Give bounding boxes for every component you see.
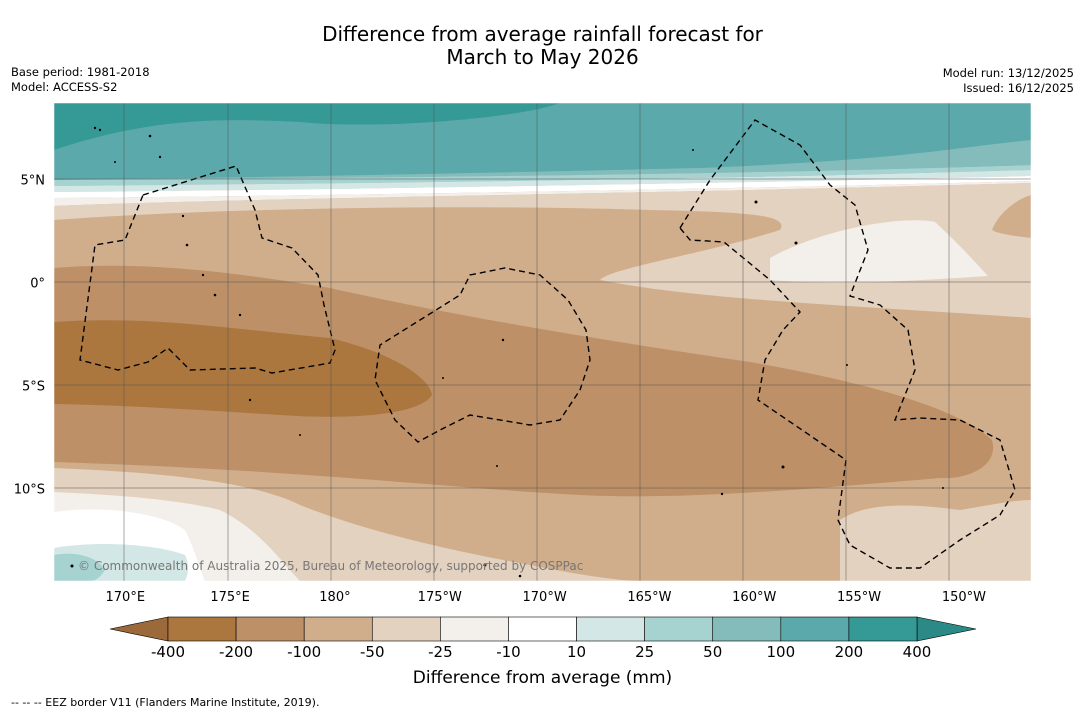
island xyxy=(299,434,301,436)
eez-phoenix xyxy=(374,267,591,443)
lon-tick-label: 170°W xyxy=(522,590,567,605)
band-teal-10 xyxy=(54,170,1031,192)
island xyxy=(98,128,102,132)
island xyxy=(114,161,116,163)
band-south-teal-25 xyxy=(54,553,105,581)
colorbar-tick-label: 25 xyxy=(635,643,655,661)
colorbar-tick-label: -200 xyxy=(219,643,254,661)
lon-tick-label: 150°W xyxy=(941,590,986,605)
island xyxy=(70,564,74,568)
lon-tick-label: 175°W xyxy=(417,590,462,605)
island xyxy=(442,377,444,379)
colorbar-segment xyxy=(235,616,305,642)
colorbar-tick-label: 100 xyxy=(766,643,796,661)
island xyxy=(754,200,758,204)
colorbar-segment xyxy=(303,616,373,642)
lat-tick-label: 5°S xyxy=(21,379,45,395)
colorbar-extend-high xyxy=(916,616,977,642)
title-line-2: March to May 2026 xyxy=(446,45,639,69)
colorbar-tick-label: -100 xyxy=(287,643,322,661)
colorbar-tick-label: -10 xyxy=(496,643,521,661)
band-light-50 xyxy=(54,183,1031,318)
island xyxy=(148,134,152,138)
map-frame xyxy=(53,102,1032,582)
issued-date: Issued: 16/12/2025 xyxy=(963,81,1074,95)
island xyxy=(201,273,205,277)
band-brown-200 xyxy=(54,265,994,497)
base-period: Base period: 1981-2018 xyxy=(11,65,150,79)
title-line-1: Difference from average rainfall forecas… xyxy=(322,22,763,46)
colorbar-tick-label: 10 xyxy=(566,643,587,661)
island xyxy=(496,465,498,467)
lat-tick-label: 5°N xyxy=(20,173,46,189)
island xyxy=(181,214,185,218)
band-white xyxy=(54,176,1031,198)
meta-right: Model run: 13/12/2025 Issued: 16/12/2025 xyxy=(943,66,1074,96)
lon-tick-label: 170°E xyxy=(105,590,146,605)
map-field xyxy=(54,103,1031,581)
island xyxy=(720,492,724,496)
lon-tick-label: 155°W xyxy=(836,590,882,605)
graticule xyxy=(54,103,1031,581)
colorbar-segment xyxy=(712,616,782,642)
band-teal-25 xyxy=(54,165,1031,186)
island xyxy=(518,574,522,578)
lat-tick-label: 0° xyxy=(30,276,45,292)
patch-east-100 xyxy=(992,195,1031,238)
band-teal-200 xyxy=(54,103,560,150)
colorbar-segment xyxy=(508,616,577,642)
colorbar xyxy=(109,616,977,642)
colorbar-segment xyxy=(167,616,237,642)
lon-tick-label: 160°W xyxy=(732,590,777,605)
island xyxy=(692,149,694,151)
colorbar-title: Difference from average (mm) xyxy=(412,668,673,688)
colorbar-tick-label: -400 xyxy=(150,643,186,661)
island xyxy=(213,293,217,297)
island xyxy=(238,313,242,317)
colorbar-tick-label: 50 xyxy=(703,643,723,661)
lon-tick-label: 175°E xyxy=(210,590,250,605)
island xyxy=(794,241,798,245)
island xyxy=(501,338,505,342)
colorbar-tick-label: -50 xyxy=(360,643,385,661)
patch-east-light xyxy=(770,220,988,283)
patch-southeast-50 xyxy=(840,500,1031,581)
island xyxy=(483,563,487,567)
island xyxy=(248,398,252,402)
island xyxy=(93,126,97,130)
colorbar-segment xyxy=(440,616,509,642)
colorbar-segment xyxy=(848,616,918,642)
colorbar-segment xyxy=(780,616,850,642)
model-name: Model: ACCESS-S2 xyxy=(11,80,118,94)
lon-tick-label: 180° xyxy=(319,590,351,605)
island xyxy=(158,155,162,159)
band-teal-50 xyxy=(54,140,1031,180)
copyright-notice: © Commonwealth of Australia 2025, Bureau… xyxy=(78,559,584,573)
islands xyxy=(70,126,944,578)
colorbar-extend-low xyxy=(109,616,169,642)
colorbar-segment xyxy=(644,616,714,642)
island xyxy=(846,364,848,366)
eez-kiribati-west xyxy=(79,165,336,374)
eez-legend-note: -- -- -- EEZ border V11 (Flanders Marine… xyxy=(11,696,320,709)
eez-borders xyxy=(79,119,1016,569)
lat-tick-label: 10°S xyxy=(13,482,45,498)
model-run: Model run: 13/12/2025 xyxy=(942,66,1074,80)
meta-left: Base period: 1981-2018 Model: ACCESS-S2 xyxy=(11,65,150,95)
island xyxy=(942,487,944,489)
colorbar-tick-label: 200 xyxy=(834,643,864,661)
band-light-25 xyxy=(54,181,1031,206)
island xyxy=(781,465,785,469)
lon-tick-label: 165°W xyxy=(627,590,672,605)
eez-line-islands xyxy=(679,119,1016,569)
colorbar-segment xyxy=(371,616,441,642)
colorbar-tick-label: -25 xyxy=(428,643,453,661)
island xyxy=(185,243,189,247)
colorbar-tick-label: 400 xyxy=(902,643,932,661)
colorbar-segment xyxy=(576,616,645,642)
